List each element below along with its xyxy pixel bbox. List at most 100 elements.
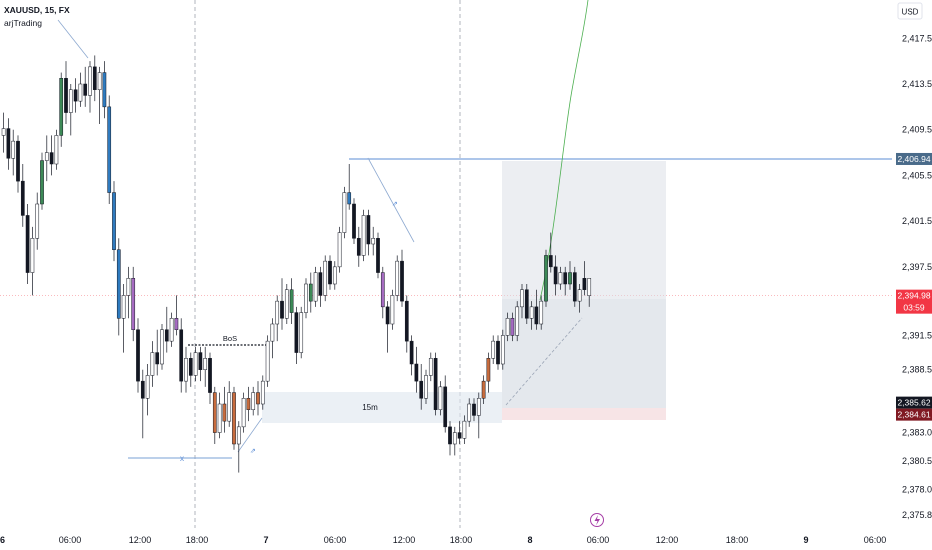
- candle-body[interactable]: [184, 358, 188, 382]
- candle-body[interactable]: [35, 203, 40, 239]
- candle-body[interactable]: [275, 300, 280, 325]
- candle-body[interactable]: [587, 278, 592, 296]
- position-entry-zone[interactable]: [502, 299, 666, 408]
- candle-body[interactable]: [198, 352, 203, 370]
- candle-body[interactable]: [395, 260, 400, 296]
- candle-body[interactable]: [304, 283, 308, 313]
- trendline-low[interactable]: [237, 417, 263, 453]
- candle-body[interactable]: [116, 249, 121, 319]
- candle-body[interactable]: [472, 403, 476, 416]
- candle-body[interactable]: [510, 318, 515, 336]
- candle-body[interactable]: [520, 289, 524, 308]
- candle-body[interactable]: [188, 358, 193, 376]
- candle-body[interactable]: [582, 278, 587, 290]
- candle-body[interactable]: [107, 106, 112, 193]
- trendline-mid[interactable]: [367, 157, 415, 243]
- candle-body[interactable]: [236, 426, 241, 445]
- candle-body[interactable]: [241, 398, 246, 428]
- candle-body[interactable]: [572, 272, 577, 302]
- candle-body[interactable]: [524, 289, 529, 319]
- candle-body[interactable]: [452, 432, 457, 445]
- fvg-zone[interactable]: [262, 392, 502, 423]
- candle-body[interactable]: [467, 403, 472, 422]
- candle-body[interactable]: [6, 128, 11, 159]
- candle-body[interactable]: [251, 392, 256, 410]
- candle-body[interactable]: [164, 329, 169, 342]
- trendline-top-left[interactable]: [57, 19, 89, 59]
- candle-body[interactable]: [433, 358, 438, 410]
- candle-body[interactable]: [568, 272, 572, 285]
- candle-body[interactable]: [424, 375, 428, 399]
- candle-body[interactable]: [361, 215, 366, 256]
- candle-body[interactable]: [428, 358, 433, 376]
- candle-body[interactable]: [544, 255, 548, 302]
- candle-body[interactable]: [179, 329, 184, 382]
- candle-body[interactable]: [145, 375, 150, 399]
- time-axis[interactable]: 6 06:00 12:00 18:00 7 06:00 12:00 18:00 8 06:00 12…: [0, 535, 886, 545]
- candle-body[interactable]: [40, 160, 44, 205]
- candle-body[interactable]: [419, 380, 424, 399]
- candle-body[interactable]: [414, 363, 419, 382]
- candle-body[interactable]: [289, 289, 294, 313]
- flash-icon[interactable]: [590, 513, 604, 527]
- candle-body[interactable]: [193, 352, 198, 376]
- candle-body[interactable]: [496, 340, 500, 365]
- candle-body[interactable]: [491, 340, 496, 359]
- candle-body[interactable]: [265, 340, 270, 382]
- candle-body[interactable]: [270, 323, 275, 342]
- candle-body[interactable]: [217, 403, 222, 433]
- candle-body[interactable]: [121, 295, 126, 319]
- candle-body[interactable]: [155, 352, 160, 365]
- candle-body[interactable]: [78, 83, 83, 102]
- indicator-name[interactable]: arjTrading: [4, 18, 42, 28]
- candle-body[interactable]: [246, 398, 251, 410]
- candle-body[interactable]: [131, 278, 136, 330]
- symbol-title[interactable]: XAUUSD, 15, FX: [4, 5, 70, 15]
- candle-body[interactable]: [371, 238, 376, 245]
- candle-body[interactable]: [356, 238, 361, 256]
- candle-body[interactable]: [136, 329, 140, 382]
- candle-body[interactable]: [140, 380, 145, 399]
- candle-body[interactable]: [534, 306, 539, 325]
- candle-body[interactable]: [400, 260, 404, 302]
- candle-body[interactable]: [308, 283, 313, 302]
- candle-body[interactable]: [505, 318, 510, 336]
- candle-body[interactable]: [49, 152, 54, 165]
- candle-body[interactable]: [404, 300, 409, 342]
- candle-body[interactable]: [150, 352, 155, 376]
- current-price-badge[interactable]: 2,394.98 03:59: [896, 289, 932, 314]
- candle-body[interactable]: [280, 300, 284, 319]
- candle-body[interactable]: [11, 140, 16, 159]
- candle-body[interactable]: [20, 180, 25, 216]
- candle-body[interactable]: [481, 380, 486, 399]
- candle-body[interactable]: [222, 403, 227, 422]
- candle-body[interactable]: [294, 312, 299, 353]
- candle-body[interactable]: [203, 358, 208, 370]
- candle-body[interactable]: [457, 432, 462, 439]
- candle-body[interactable]: [515, 306, 520, 336]
- time-axis-bg[interactable]: [0, 528, 932, 550]
- candle-body[interactable]: [73, 89, 78, 102]
- candle-body[interactable]: [174, 318, 179, 330]
- candle-body[interactable]: [558, 272, 563, 285]
- candle-body[interactable]: [68, 89, 73, 113]
- candle-body[interactable]: [390, 295, 395, 325]
- candle-body[interactable]: [92, 66, 97, 90]
- candle-body[interactable]: [476, 398, 481, 416]
- candle-body[interactable]: [448, 426, 452, 445]
- candle-body[interactable]: [577, 289, 582, 302]
- candle-body[interactable]: [318, 272, 323, 296]
- price-axis[interactable]: 2,417.50 2,413.50 2,409.50 2,405.50 2,401.50…: [902, 33, 932, 520]
- candle-body[interactable]: [323, 260, 328, 296]
- position-target-zone[interactable]: [502, 161, 666, 299]
- candle-body[interactable]: [563, 272, 568, 285]
- candle-body[interactable]: [102, 72, 107, 108]
- candle-body[interactable]: [553, 266, 558, 285]
- candle-body[interactable]: [260, 380, 265, 405]
- candle-body[interactable]: [212, 392, 217, 433]
- candle-body[interactable]: [347, 192, 352, 205]
- stop-price-badge[interactable]: 2,385.62: [896, 396, 932, 409]
- stop-price-badge-2[interactable]: 2,384.61: [896, 408, 932, 421]
- candle-body[interactable]: [352, 203, 356, 239]
- candle-body[interactable]: [548, 255, 553, 268]
